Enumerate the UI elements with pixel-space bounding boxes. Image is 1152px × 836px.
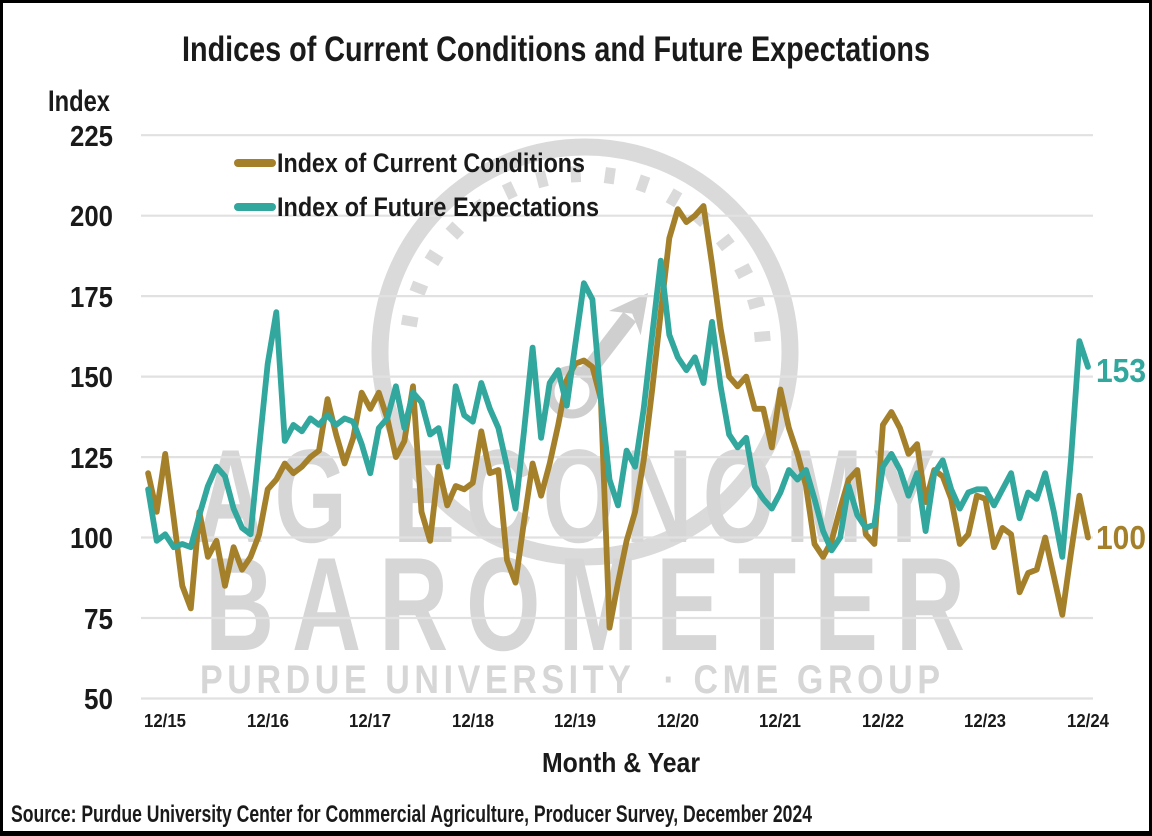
svg-text:153: 153 <box>1096 352 1146 389</box>
svg-text:125: 125 <box>70 443 113 475</box>
svg-text:BAROMETER: BAROMETER <box>205 529 965 678</box>
svg-text:100: 100 <box>70 523 113 555</box>
svg-text:12/20: 12/20 <box>657 711 699 731</box>
svg-text:12/24: 12/24 <box>1067 711 1109 731</box>
svg-text:12/18: 12/18 <box>452 711 494 731</box>
svg-text:50: 50 <box>84 684 113 716</box>
svg-text:12/22: 12/22 <box>862 711 904 731</box>
svg-text:200: 200 <box>70 201 113 233</box>
svg-text:150: 150 <box>70 362 113 394</box>
svg-text:12/17: 12/17 <box>349 711 391 731</box>
svg-text:Indices of Current Conditions: Indices of Current Conditions and Future… <box>182 30 930 69</box>
svg-text:12/16: 12/16 <box>247 711 289 731</box>
svg-text:Month & Year: Month & Year <box>542 747 700 778</box>
svg-text:100: 100 <box>1096 519 1146 556</box>
svg-text:12/19: 12/19 <box>554 711 596 731</box>
svg-text:Index of Current Conditions: Index of Current Conditions <box>277 148 585 178</box>
svg-text:175: 175 <box>70 282 113 314</box>
svg-text:12/23: 12/23 <box>964 711 1006 731</box>
svg-text:12/21: 12/21 <box>759 711 801 731</box>
svg-text:PURDUE UNIVERSITY · CME GROUP: PURDUE UNIVERSITY · CME GROUP <box>200 656 940 701</box>
svg-text:Index of Future Expectations: Index of Future Expectations <box>277 192 599 222</box>
svg-text:Source: Purdue University Cent: Source: Purdue University Center for Com… <box>11 801 812 828</box>
svg-text:12/15: 12/15 <box>144 711 186 731</box>
svg-text:75: 75 <box>84 604 113 636</box>
svg-text:Index: Index <box>48 85 110 118</box>
svg-text:225: 225 <box>70 121 113 153</box>
